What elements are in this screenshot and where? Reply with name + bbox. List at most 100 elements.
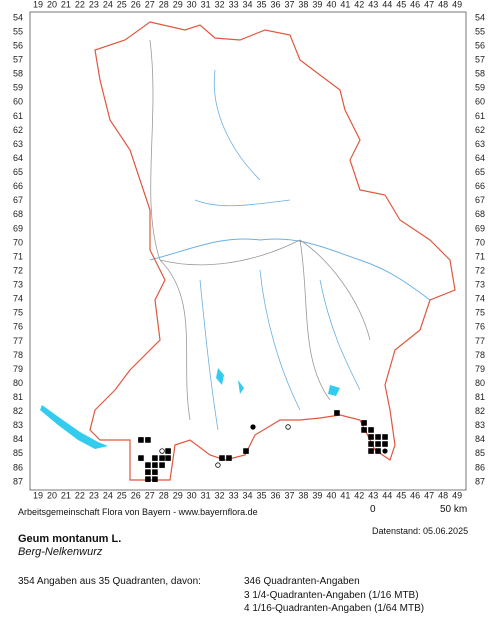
row-label: 70: [475, 237, 485, 247]
column-label: 41: [340, 490, 350, 500]
row-label: 78: [13, 350, 23, 360]
record-square: [165, 455, 171, 461]
row-label: 76: [475, 322, 485, 332]
column-label: 32: [215, 0, 225, 9]
credit: Arbeitsgemeinschaft Flora von Bayern - w…: [18, 507, 258, 517]
column-label: 30: [187, 490, 197, 500]
row-label: 65: [475, 167, 485, 177]
row-label: 62: [475, 125, 485, 135]
row-label: 60: [13, 97, 23, 107]
column-label: 20: [47, 490, 57, 500]
record-square: [334, 410, 340, 416]
column-label: 31: [201, 490, 211, 500]
record-square: [159, 462, 165, 468]
row-label: 87: [13, 476, 23, 486]
column-label: 32: [215, 490, 225, 500]
record-square: [152, 469, 158, 475]
record-square: [145, 476, 151, 482]
row-label: 70: [13, 237, 23, 247]
row-label: 59: [13, 83, 23, 93]
row-label: 87: [475, 476, 485, 486]
row-label: 56: [475, 40, 485, 50]
column-label: 43: [368, 490, 378, 500]
column-label: 38: [298, 0, 308, 9]
column-label: 45: [396, 490, 406, 500]
record-square: [382, 441, 388, 447]
column-label: 31: [201, 0, 211, 9]
row-label: 60: [475, 97, 485, 107]
column-label: 25: [117, 0, 127, 9]
row-label: 62: [13, 125, 23, 135]
row-label: 58: [475, 69, 485, 79]
summary-line: 346 Quadranten-Angaben: [244, 576, 360, 587]
state-border: [89, 21, 456, 481]
column-label: 21: [61, 0, 71, 9]
row-label: 64: [13, 153, 23, 163]
column-label: 42: [354, 0, 364, 9]
column-label: 20: [47, 0, 57, 9]
column-label: 46: [410, 490, 420, 500]
column-label: 23: [89, 490, 99, 500]
column-label: 48: [438, 490, 448, 500]
row-label: 72: [13, 265, 23, 275]
column-label: 49: [452, 490, 462, 500]
column-label: 22: [75, 490, 85, 500]
column-label: 40: [326, 0, 336, 9]
column-label: 23: [89, 0, 99, 9]
column-label: 49: [452, 0, 462, 9]
row-label: 67: [475, 195, 485, 205]
scale-end: 50 km: [440, 504, 468, 515]
row-label: 84: [13, 434, 23, 444]
row-label: 73: [475, 280, 485, 290]
column-label: 28: [159, 0, 169, 9]
row-label: 78: [475, 350, 485, 360]
column-label: 47: [424, 490, 434, 500]
column-label: 29: [173, 490, 183, 500]
row-label: 85: [13, 448, 23, 458]
scale-start: 0: [370, 504, 376, 515]
column-label: 39: [312, 0, 322, 9]
species-name: Geum montanum L.: [18, 533, 122, 545]
column-label: 47: [424, 0, 434, 9]
column-label: 35: [257, 490, 267, 500]
row-label: 59: [475, 83, 485, 93]
row-label: 81: [475, 392, 485, 402]
map-frame: [29, 11, 467, 491]
row-label: 55: [13, 26, 23, 36]
row-label: 56: [13, 40, 23, 50]
record-square: [152, 455, 158, 461]
map: 19 19 20 20 21 21 22 22 23 23 24 24 25 25 26 26 27 27 28 28…: [13, 0, 485, 500]
row-label: 79: [13, 364, 23, 374]
column-label: 48: [438, 0, 448, 9]
column-label: 43: [368, 0, 378, 9]
row-label: 82: [475, 406, 485, 416]
row-label: 71: [475, 251, 485, 261]
record-square: [226, 455, 232, 461]
record-square: [375, 441, 381, 447]
column-label: 44: [382, 490, 392, 500]
record-square: [368, 427, 374, 433]
column-label: 27: [145, 0, 155, 9]
record-square: [368, 441, 374, 447]
common-name: Berg-Nelkenwurz: [18, 546, 103, 558]
summary-line: 4 1/16-Quadranten-Angaben (1/64 MTB): [244, 603, 425, 614]
row-label: 66: [475, 181, 485, 191]
row-label: 69: [13, 223, 23, 233]
column-label: 34: [243, 0, 253, 9]
row-label: 63: [475, 139, 485, 149]
summary-line: 3 1/4-Quadranten-Angaben (1/16 MTB): [244, 590, 419, 601]
record-square: [145, 462, 151, 468]
row-label: 61: [13, 111, 23, 121]
record-circle: [285, 424, 291, 430]
column-label: 45: [396, 0, 406, 9]
row-label: 83: [13, 420, 23, 430]
row-label: 76: [13, 322, 23, 332]
row-label: 74: [13, 294, 23, 304]
column-label: 21: [61, 490, 71, 500]
district-borders: [149, 39, 371, 421]
row-label: 67: [13, 195, 23, 205]
column-label: 37: [284, 490, 294, 500]
summary-total: 354 Angaben aus 35 Quadranten, davon:: [18, 576, 201, 587]
column-label: 36: [270, 490, 280, 500]
